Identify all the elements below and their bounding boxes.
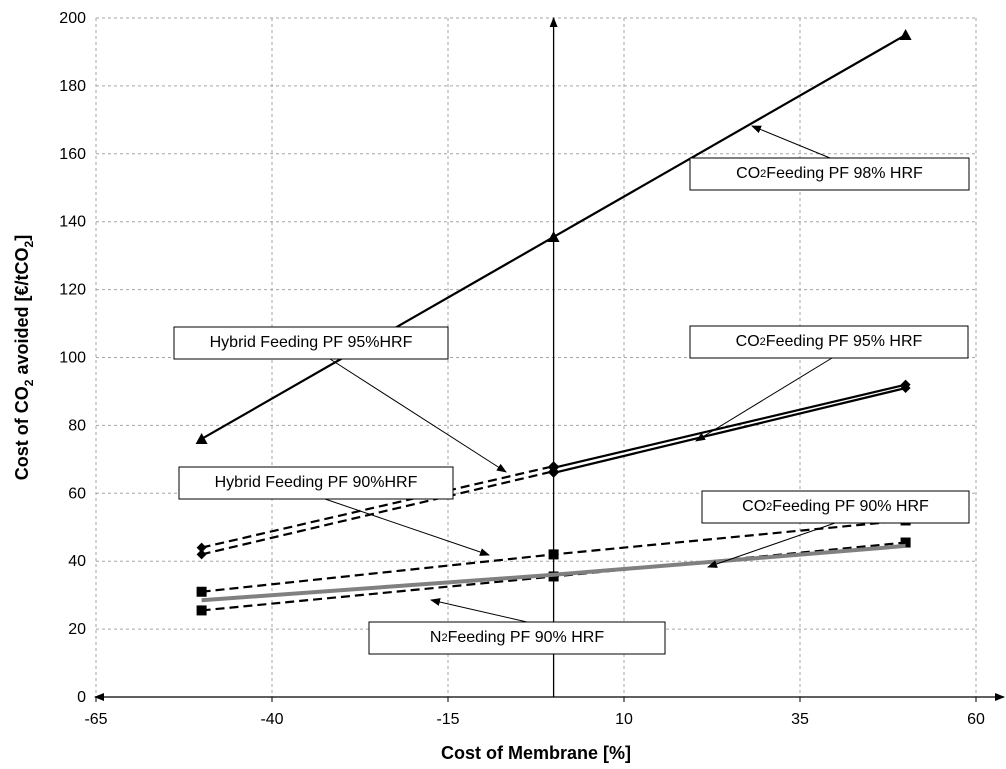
callouts: CO 2 Feeding PF 98% HRF CO 2 Feeding PF 95%… [173, 125, 970, 655]
callout-arrow [329, 358, 507, 473]
callout-box [368, 621, 666, 655]
x-tick-label: 60 [967, 711, 985, 728]
callout-arrow [707, 522, 836, 568]
callout-label: CO 2 Feeding PF 95% HRF [735, 333, 923, 350]
callout-label: CO 2 Feeding PF 98% HRF [736, 165, 923, 182]
series-line [553, 386, 906, 474]
callout-label: CO 2 Feeding PF 90% HRF [742, 498, 929, 515]
y-tick-label: 40 [68, 553, 86, 570]
callout-arrow [751, 125, 831, 159]
series-group [201, 543, 906, 603]
callout-label-container: CO 2 Feeding PF 98% HRF [736, 165, 923, 182]
y-tick-label: 60 [68, 485, 86, 502]
data-point-diamond [548, 461, 559, 472]
series-line [201, 543, 906, 603]
x-axis-title: Cost of Membrane [%] [441, 743, 631, 763]
y-axis-title: Cost of CO2​ avoided [€/tCO2​] [12, 235, 36, 480]
callout-label-container: Hybrid Feeding PF 95%HRF [209, 334, 413, 351]
callout-label: Hybrid Feeding PF 90%HRF [214, 474, 418, 491]
callout-label-container: CO 2 Feeding PF 90% HRF [742, 498, 929, 515]
y-tick-label: 20 [68, 621, 86, 638]
callout: CO 2 Feeding PF 90% HRF [701, 490, 970, 568]
y-tick-label: 120 [59, 282, 86, 299]
callout: CO 2 Feeding PF 98% HRF [689, 125, 970, 191]
data-point-diamond [900, 383, 911, 394]
data-point-square [196, 605, 207, 616]
x-tick-label: 35 [791, 711, 809, 728]
callout-arrow [430, 598, 528, 623]
series-line [553, 383, 906, 469]
callout-arrow [324, 498, 490, 556]
data-point-square [900, 537, 911, 548]
callout-box [689, 157, 970, 191]
data-point-diamond [548, 466, 559, 477]
data-point-diamond [196, 542, 207, 553]
callout-label: Hybrid Feeding PF 95%HRF [209, 334, 413, 351]
y-tick-label: 180 [59, 78, 86, 95]
callout-label-container: CO 2 Feeding PF 95% HRF [735, 333, 923, 350]
y-tick-label: 200 [59, 10, 86, 27]
y-tick-label: 100 [59, 350, 86, 367]
series-group [195, 28, 912, 444]
data-point-triangle [195, 432, 208, 444]
callout: Hybrid Feeding PF 95%HRF [173, 326, 507, 473]
y-tick-label: 80 [68, 417, 86, 434]
series [195, 28, 912, 616]
callout: CO 2 Feeding PF 95% HRF [689, 325, 969, 442]
data-point-diamond [196, 549, 207, 560]
x-tick-label: 10 [615, 711, 633, 728]
x-tick-label: -15 [436, 711, 459, 728]
data-point-square [548, 549, 559, 560]
series-group [196, 461, 559, 553]
y-tick-label: 140 [59, 214, 86, 231]
data-point-triangle [899, 28, 912, 40]
callout-box [173, 326, 449, 360]
series-line [201, 470, 554, 556]
data-point-triangle [547, 230, 560, 242]
x-tick-label: -65 [84, 711, 107, 728]
series-line [201, 465, 554, 549]
callout-box [689, 325, 969, 359]
tick-labels: -65 -40 -15 10 35 60 0 20 40 60 80 100 120 140 160 180 2… [59, 10, 985, 728]
series-group [196, 466, 559, 560]
callout-label-container: Hybrid Feeding PF 90%HRF [214, 474, 418, 491]
callout-box [701, 490, 970, 524]
data-point-square [196, 586, 207, 597]
callout-arrow [695, 357, 833, 442]
callout: Hybrid Feeding PF 90%HRF [178, 466, 490, 556]
y-tick-label: 0 [77, 689, 86, 706]
series-group [548, 379, 911, 473]
y-tick-label: 160 [59, 146, 86, 163]
callout-box [178, 466, 454, 500]
axes [94, 17, 1005, 702]
x-tick-label: -40 [260, 711, 283, 728]
